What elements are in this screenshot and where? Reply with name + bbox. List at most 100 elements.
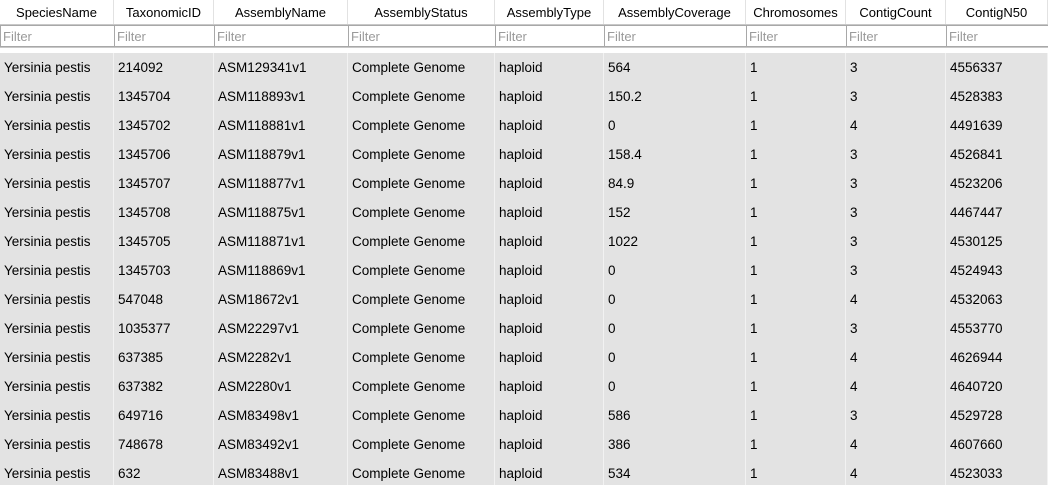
cell-assembly-name[interactable]: ASM118893v1: [214, 82, 348, 111]
cell-assembly-name[interactable]: ASM18672v1: [214, 285, 348, 314]
cell-assembly-type[interactable]: haploid: [495, 256, 604, 285]
cell-contig-count[interactable]: 3: [846, 401, 946, 430]
cell-contig-count[interactable]: 3: [846, 140, 946, 169]
column-header-species-name[interactable]: SpeciesName: [0, 0, 114, 24]
cell-assembly-coverage[interactable]: 152: [604, 198, 746, 227]
cell-species-name[interactable]: Yersinia pestis: [0, 227, 114, 256]
cell-assembly-coverage[interactable]: 586: [604, 401, 746, 430]
cell-assembly-type[interactable]: haploid: [495, 140, 604, 169]
cell-contig-count[interactable]: 3: [846, 314, 946, 343]
cell-assembly-name[interactable]: ASM118879v1: [214, 140, 348, 169]
cell-chromosomes[interactable]: 1: [746, 227, 846, 256]
cell-contig-n50[interactable]: 4530125: [946, 227, 1048, 256]
cell-assembly-coverage[interactable]: 386: [604, 430, 746, 459]
cell-assembly-type[interactable]: haploid: [495, 53, 604, 82]
cell-taxonomic-id[interactable]: 1345705: [114, 227, 214, 256]
cell-assembly-coverage[interactable]: 0: [604, 111, 746, 140]
cell-contig-n50[interactable]: 4523206: [946, 169, 1048, 198]
cell-assembly-type[interactable]: haploid: [495, 82, 604, 111]
cell-contig-count[interactable]: 3: [846, 227, 946, 256]
cell-assembly-status[interactable]: Complete Genome: [348, 169, 495, 198]
cell-species-name[interactable]: Yersinia pestis: [0, 401, 114, 430]
cell-taxonomic-id[interactable]: 1345706: [114, 140, 214, 169]
column-header-chromosomes[interactable]: Chromosomes: [746, 0, 846, 24]
cell-contig-n50[interactable]: 4491639: [946, 111, 1048, 140]
cell-chromosomes[interactable]: 1: [746, 140, 846, 169]
cell-species-name[interactable]: Yersinia pestis: [0, 430, 114, 459]
cell-chromosomes[interactable]: 1: [746, 314, 846, 343]
column-header-assembly-name[interactable]: AssemblyName: [214, 0, 348, 24]
cell-contig-n50[interactable]: 4626944: [946, 343, 1048, 372]
cell-species-name[interactable]: Yersinia pestis: [0, 459, 114, 485]
cell-assembly-coverage[interactable]: 534: [604, 459, 746, 485]
cell-assembly-status[interactable]: Complete Genome: [348, 198, 495, 227]
cell-assembly-name[interactable]: ASM2282v1: [214, 343, 348, 372]
cell-chromosomes[interactable]: 1: [746, 53, 846, 82]
cell-contig-n50[interactable]: 4529728: [946, 401, 1048, 430]
cell-assembly-status[interactable]: Complete Genome: [348, 227, 495, 256]
cell-assembly-name[interactable]: ASM118877v1: [214, 169, 348, 198]
table-row[interactable]: Yersinia pestis 547048 ASM18672v1 Complete …: [0, 285, 1048, 314]
cell-assembly-type[interactable]: haploid: [495, 459, 604, 485]
cell-assembly-name[interactable]: ASM118881v1: [214, 111, 348, 140]
cell-assembly-status[interactable]: Complete Genome: [348, 459, 495, 485]
cell-assembly-type[interactable]: haploid: [495, 314, 604, 343]
cell-taxonomic-id[interactable]: 1345707: [114, 169, 214, 198]
table-row[interactable]: Yersinia pestis 1345707 ASM118877v1 Complet…: [0, 169, 1048, 198]
cell-contig-n50[interactable]: 4526841: [946, 140, 1048, 169]
table-row[interactable]: Yersinia pestis 649716 ASM83498v1 Complete …: [0, 401, 1048, 430]
cell-assembly-status[interactable]: Complete Genome: [348, 430, 495, 459]
filter-input-contig-count[interactable]: [846, 25, 946, 47]
cell-assembly-status[interactable]: Complete Genome: [348, 140, 495, 169]
cell-assembly-status[interactable]: Complete Genome: [348, 111, 495, 140]
cell-assembly-status[interactable]: Complete Genome: [348, 314, 495, 343]
cell-chromosomes[interactable]: 1: [746, 459, 846, 485]
filter-input-taxonomic-id[interactable]: [114, 25, 214, 47]
cell-chromosomes[interactable]: 1: [746, 256, 846, 285]
cell-contig-count[interactable]: 4: [846, 372, 946, 401]
cell-assembly-status[interactable]: Complete Genome: [348, 53, 495, 82]
cell-contig-count[interactable]: 4: [846, 459, 946, 485]
cell-contig-n50[interactable]: 4524943: [946, 256, 1048, 285]
cell-taxonomic-id[interactable]: 1035377: [114, 314, 214, 343]
cell-species-name[interactable]: Yersinia pestis: [0, 285, 114, 314]
cell-assembly-coverage[interactable]: 0: [604, 314, 746, 343]
cell-assembly-type[interactable]: haploid: [495, 111, 604, 140]
cell-species-name[interactable]: Yersinia pestis: [0, 314, 114, 343]
column-header-contig-count[interactable]: ContigCount: [846, 0, 946, 24]
filter-input-assembly-coverage[interactable]: [604, 25, 746, 47]
cell-assembly-name[interactable]: ASM83492v1: [214, 430, 348, 459]
table-row[interactable]: Yersinia pestis 1345708 ASM118875v1 Complet…: [0, 198, 1048, 227]
column-header-taxonomic-id[interactable]: TaxonomicID: [114, 0, 214, 24]
cell-taxonomic-id[interactable]: 214092: [114, 53, 214, 82]
table-row[interactable]: Yersinia pestis 632 ASM83488v1 Complete Gen…: [0, 459, 1048, 485]
cell-assembly-status[interactable]: Complete Genome: [348, 343, 495, 372]
cell-assembly-coverage[interactable]: 0: [604, 285, 746, 314]
cell-assembly-name[interactable]: ASM118875v1: [214, 198, 348, 227]
cell-assembly-type[interactable]: haploid: [495, 401, 604, 430]
cell-species-name[interactable]: Yersinia pestis: [0, 111, 114, 140]
cell-assembly-type[interactable]: haploid: [495, 227, 604, 256]
cell-chromosomes[interactable]: 1: [746, 430, 846, 459]
cell-contig-n50[interactable]: 4556337: [946, 53, 1048, 82]
cell-species-name[interactable]: Yersinia pestis: [0, 198, 114, 227]
table-row[interactable]: Yersinia pestis 1345702 ASM118881v1 Complet…: [0, 111, 1048, 140]
cell-taxonomic-id[interactable]: 547048: [114, 285, 214, 314]
cell-contig-count[interactable]: 4: [846, 430, 946, 459]
cell-assembly-name[interactable]: ASM129341v1: [214, 53, 348, 82]
cell-assembly-coverage[interactable]: 564: [604, 53, 746, 82]
cell-assembly-status[interactable]: Complete Genome: [348, 401, 495, 430]
cell-chromosomes[interactable]: 1: [746, 169, 846, 198]
cell-assembly-type[interactable]: haploid: [495, 285, 604, 314]
cell-taxonomic-id[interactable]: 748678: [114, 430, 214, 459]
cell-taxonomic-id[interactable]: 632: [114, 459, 214, 485]
cell-assembly-type[interactable]: haploid: [495, 372, 604, 401]
cell-chromosomes[interactable]: 1: [746, 401, 846, 430]
cell-chromosomes[interactable]: 1: [746, 372, 846, 401]
table-row[interactable]: Yersinia pestis 748678 ASM83492v1 Complete …: [0, 430, 1048, 459]
cell-assembly-name[interactable]: ASM22297v1: [214, 314, 348, 343]
cell-assembly-name[interactable]: ASM83488v1: [214, 459, 348, 485]
cell-assembly-type[interactable]: haploid: [495, 430, 604, 459]
cell-contig-count[interactable]: 3: [846, 53, 946, 82]
cell-assembly-coverage[interactable]: 150.2: [604, 82, 746, 111]
